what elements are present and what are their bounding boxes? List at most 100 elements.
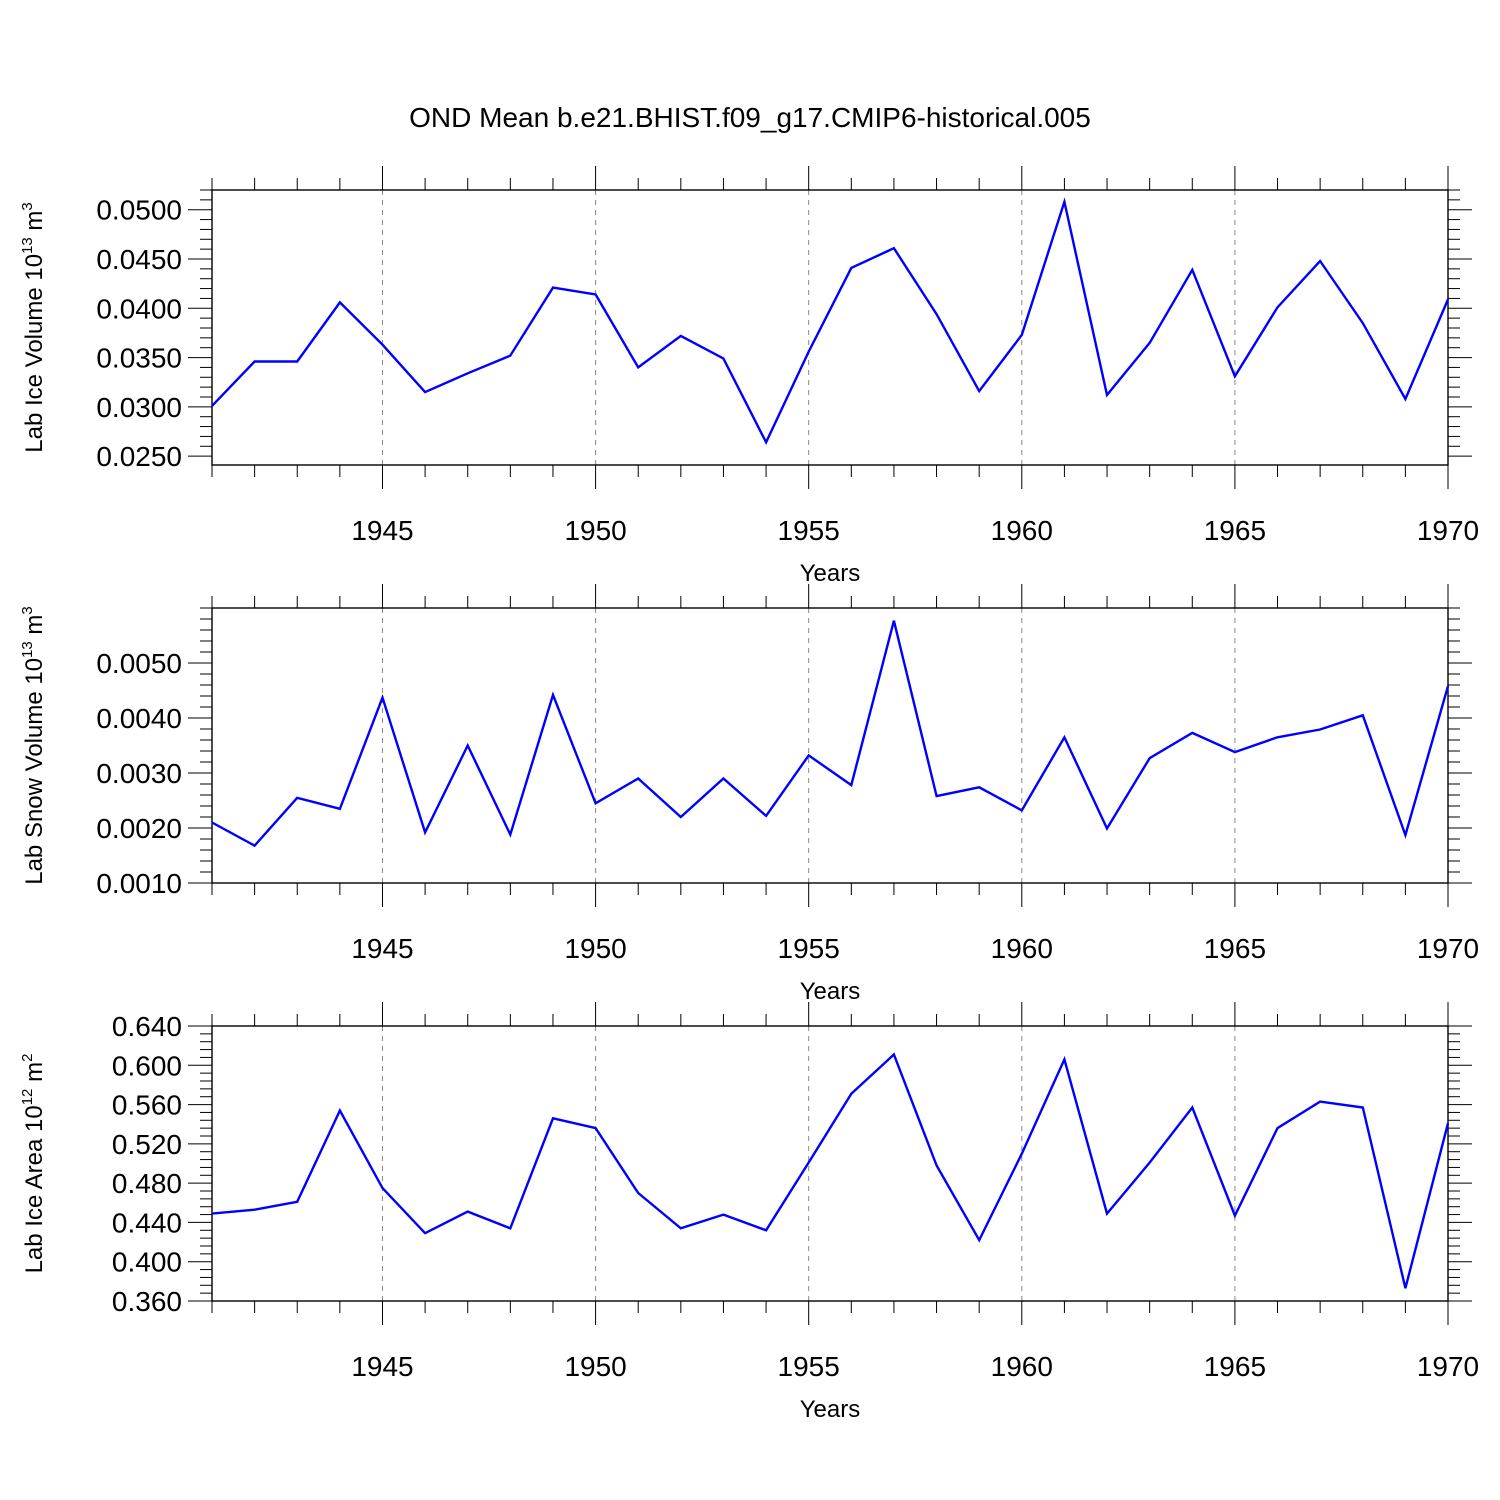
data-point — [721, 357, 725, 361]
data-point — [1446, 297, 1450, 301]
y-tick-label: 0.0500 — [96, 195, 182, 226]
data-point — [253, 1208, 257, 1212]
data-point — [466, 1210, 470, 1214]
data-point — [1446, 1121, 1450, 1125]
data-point — [764, 440, 768, 444]
x-tick-label: 1970 — [1417, 515, 1479, 546]
data-point — [210, 821, 214, 825]
data-point — [295, 796, 299, 800]
y-tick-label: 0.440 — [112, 1207, 182, 1238]
data-point — [1446, 684, 1450, 688]
data-point — [636, 777, 640, 781]
data-point — [636, 1191, 640, 1195]
x-axis-label: Years — [800, 560, 861, 587]
data-point — [764, 814, 768, 818]
data-point — [1233, 1214, 1237, 1218]
data-point — [1361, 713, 1365, 717]
data-point — [210, 404, 214, 408]
series-line — [211, 197, 1450, 446]
data-point — [849, 266, 853, 270]
x-tick-label: 1945 — [351, 933, 413, 964]
data-point — [935, 794, 939, 798]
data-point — [551, 1116, 555, 1120]
data-point — [1148, 756, 1152, 760]
data-point — [1020, 808, 1024, 812]
data-point — [1361, 1106, 1365, 1110]
data-point — [551, 693, 555, 697]
y-tick-label: 0.360 — [112, 1286, 182, 1317]
data-point — [423, 830, 427, 834]
data-point — [1105, 827, 1109, 831]
data-point — [295, 360, 299, 364]
data-point — [1276, 735, 1280, 739]
x-tick-label: 1965 — [1204, 933, 1266, 964]
y-tick-label: 0.0050 — [96, 648, 182, 679]
data-point — [1190, 268, 1194, 272]
y-tick-label: 0.0020 — [96, 813, 182, 844]
data-point — [679, 334, 683, 338]
data-point — [594, 292, 598, 296]
data-point — [892, 246, 896, 250]
y-tick-label: 0.600 — [112, 1050, 182, 1081]
data-point — [1276, 1126, 1280, 1130]
data-point — [508, 1226, 512, 1230]
data-point — [380, 696, 384, 700]
data-point — [1148, 1161, 1152, 1165]
data-point — [1062, 735, 1066, 739]
data-point — [380, 343, 384, 347]
x-tick-label: 1960 — [991, 1351, 1053, 1382]
data-point — [892, 619, 896, 623]
y-tick-label: 0.640 — [112, 1011, 182, 1042]
data-point — [551, 286, 555, 290]
y-tick-label: 0.0010 — [96, 868, 182, 899]
data-point — [1190, 1106, 1194, 1110]
data-point — [764, 1228, 768, 1232]
x-tick-label: 1955 — [778, 933, 840, 964]
data-point — [977, 785, 981, 789]
data-point — [1318, 1100, 1322, 1104]
data-point — [977, 1238, 981, 1242]
x-axis-label: Years — [800, 1396, 861, 1423]
data-point — [1190, 731, 1194, 735]
y-axis-label: Lab Ice Volume 1013 m3 — [19, 202, 48, 453]
x-axis-label: Years — [800, 978, 861, 1005]
panel-ice-area: 0.360 0.400 0.440 0.480 0.520 0.560 0.600 0.640… — [19, 1002, 1479, 1423]
data-point — [935, 1163, 939, 1167]
data-point — [1233, 750, 1237, 754]
data-point — [1233, 374, 1237, 378]
y-tick-label: 0.0040 — [96, 703, 182, 734]
x-tick-label: 1955 — [778, 515, 840, 546]
x-tick-label: 1965 — [1204, 1351, 1266, 1382]
data-point — [807, 1161, 811, 1165]
data-point — [892, 1052, 896, 1056]
y-tick-label: 0.520 — [112, 1129, 182, 1160]
y-tick-label: 0.0300 — [96, 392, 182, 423]
data-point — [253, 360, 257, 364]
data-point — [338, 1108, 342, 1112]
data-point — [338, 300, 342, 304]
y-tick-label: 0.0450 — [96, 244, 182, 275]
x-tick-label: 1945 — [351, 515, 413, 546]
data-point — [210, 1212, 214, 1216]
plot-frame — [211, 189, 1449, 466]
data-point — [849, 783, 853, 787]
x-tick-label: 1960 — [991, 515, 1053, 546]
data-point — [636, 365, 640, 369]
x-tick-label: 1965 — [1204, 515, 1266, 546]
y-tick-label: 0.0250 — [96, 441, 182, 472]
data-point — [679, 1226, 683, 1230]
data-point — [508, 354, 512, 358]
series-line — [211, 620, 1450, 848]
panel-ice-volume: 0.0250 0.0300 0.0350 0.0400 0.0450 0.0500 1945… — [19, 166, 1479, 587]
data-point — [594, 1126, 598, 1130]
y-tick-label: 0.0400 — [96, 293, 182, 324]
data-point — [1105, 1212, 1109, 1216]
y-tick-label: 0.560 — [112, 1090, 182, 1121]
data-point — [721, 1213, 725, 1217]
data-point — [977, 389, 981, 393]
data-point — [1148, 341, 1152, 345]
data-point — [253, 844, 257, 848]
data-point — [466, 744, 470, 748]
x-tick-label: 1970 — [1417, 933, 1479, 964]
